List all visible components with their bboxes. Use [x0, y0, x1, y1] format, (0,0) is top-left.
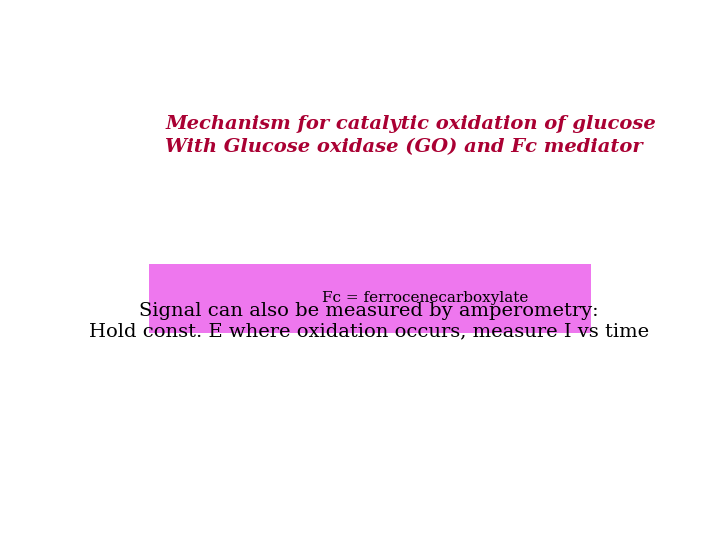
Text: Hold const. E where oxidation occurs, measure I vs time: Hold const. E where oxidation occurs, me… [89, 322, 649, 340]
Text: Mechanism for catalytic oxidation of glucose
With Glucose oxidase (GO) and Fc me: Mechanism for catalytic oxidation of glu… [166, 114, 656, 156]
FancyBboxPatch shape [148, 265, 590, 333]
Text: Signal can also be measured by amperometry:: Signal can also be measured by amperomet… [139, 302, 599, 320]
Text: Fc = ferrocenecarboxylate: Fc = ferrocenecarboxylate [322, 291, 528, 305]
